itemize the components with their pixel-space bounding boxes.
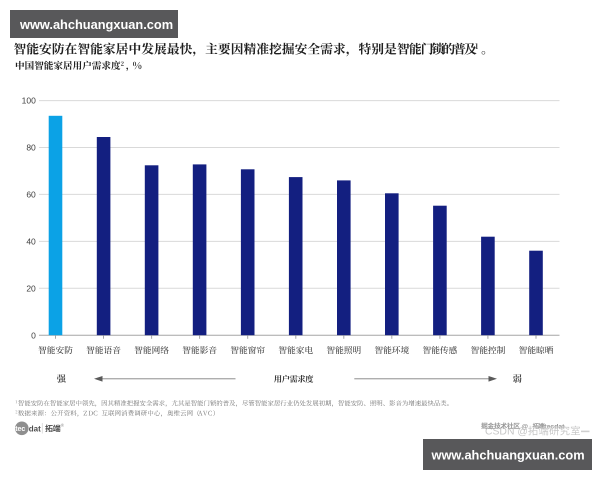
svg-text:tec: tec: [15, 426, 25, 433]
svg-text:0: 0: [31, 330, 36, 340]
svg-text:60: 60: [26, 190, 36, 200]
svg-text:80: 80: [26, 143, 36, 153]
svg-text:100: 100: [22, 96, 36, 106]
svg-text:CSDN @: CSDN @: [485, 427, 528, 438]
svg-text:www.ahchuangxuan.com: www.ahchuangxuan.com: [19, 17, 173, 32]
svg-text:®: ®: [61, 422, 65, 428]
svg-text:@: @: [522, 423, 529, 430]
svg-text:www.ahchuangxuan.com: www.ahchuangxuan.com: [431, 448, 585, 463]
svg-text:dat: dat: [29, 424, 41, 433]
svg-text:20: 20: [26, 283, 36, 293]
svg-text:40: 40: [26, 237, 36, 247]
